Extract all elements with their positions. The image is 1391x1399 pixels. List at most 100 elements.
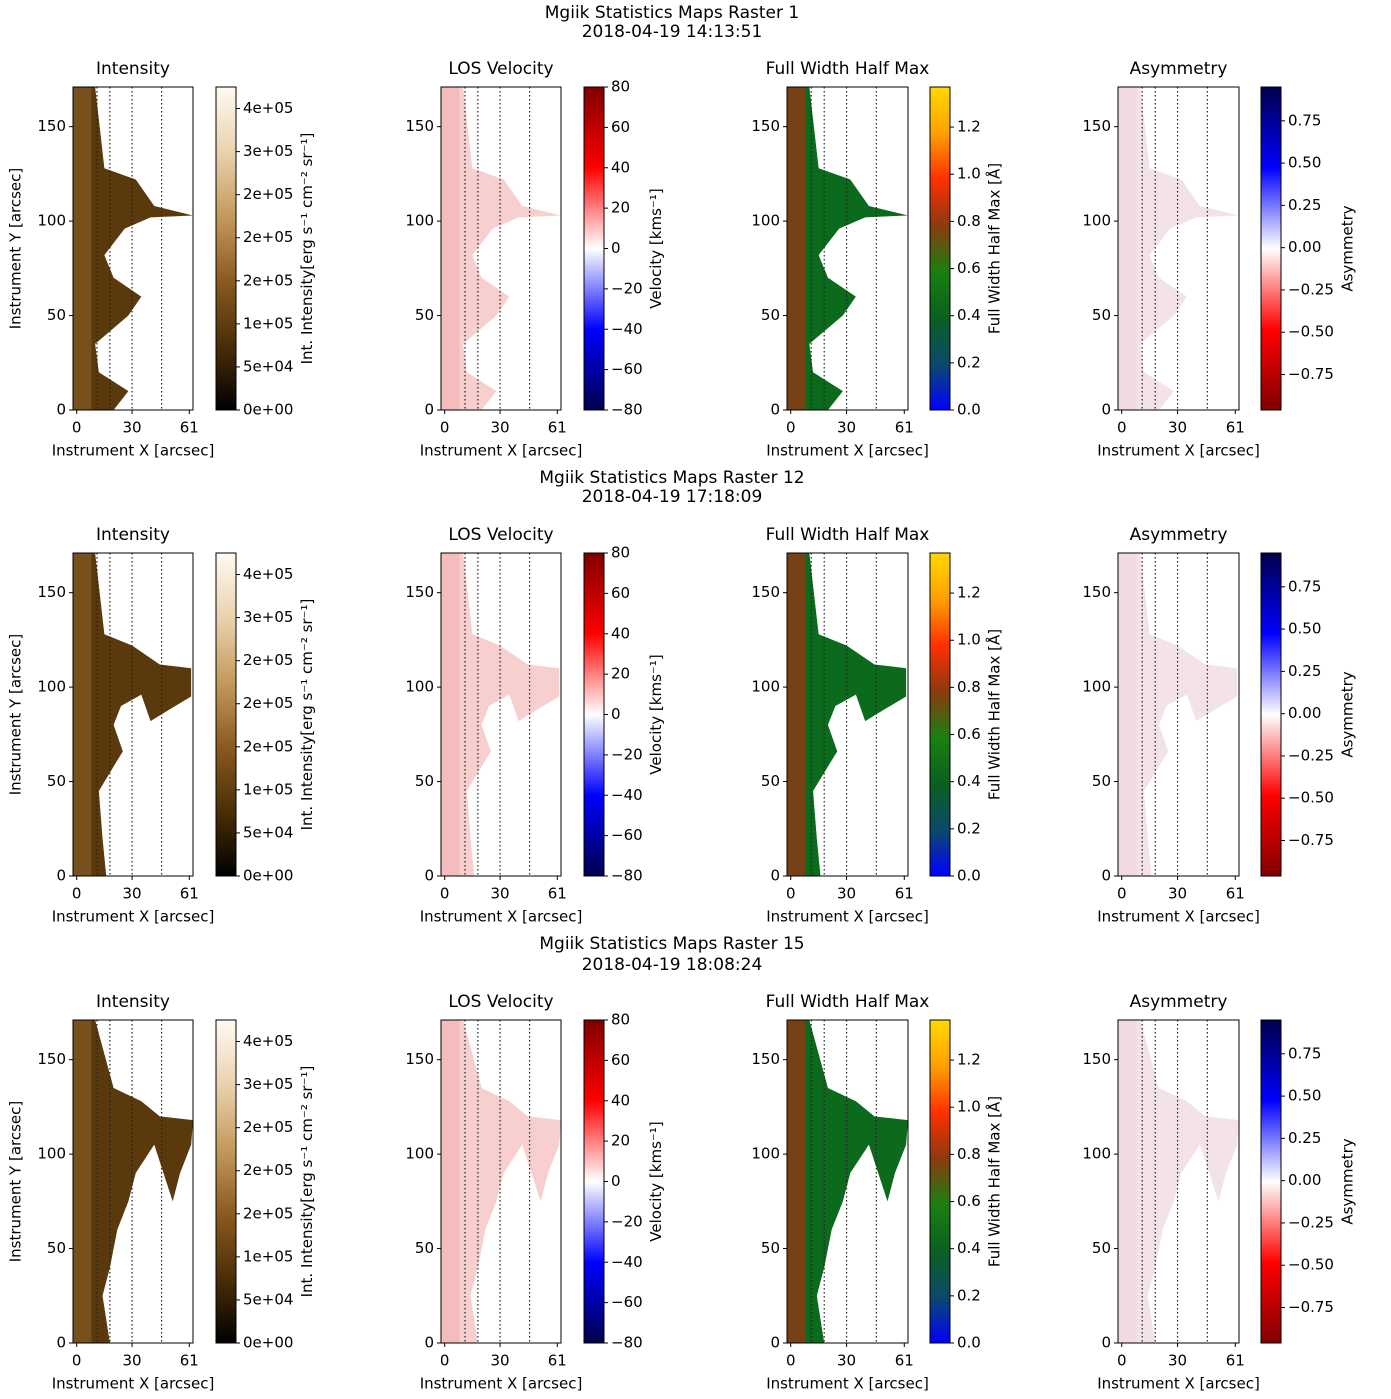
colorbar-tick-label: 1.2 (957, 1051, 981, 1069)
colorbar-label: Velocity [kms⁻¹] (647, 188, 665, 308)
colorbar-tick-label: 0.6 (957, 1192, 981, 1210)
panel: 0 30 61 0 50 100 150 LOS Velocity Instrument X [… (405, 525, 665, 926)
map-strip (73, 87, 92, 410)
colorbar-label: Asymmetry (1338, 671, 1356, 757)
colorbar-tick-label: 2e+05 (243, 1161, 293, 1179)
x-tick-label: 61 (1226, 1352, 1245, 1370)
colorbar-tick-label: −40 (611, 1253, 643, 1271)
map-area (1118, 87, 1239, 410)
colorbar-tick-label: 0.0 (957, 867, 981, 885)
x-tick-label: 61 (895, 1352, 914, 1370)
y-axis-label: Instrument Y [arcsec] (7, 168, 25, 330)
axes-title: Full Width Half Max (766, 992, 930, 1012)
map-region (1118, 1020, 1239, 1343)
map-area (441, 553, 560, 876)
colorbar-tick-label: 60 (611, 584, 630, 602)
colorbar-tick-label: 0 (611, 705, 621, 723)
x-tick-label: 61 (1226, 419, 1245, 437)
panel: 0 30 61 0 50 100 150 LOS Velocity Instrument X [… (405, 992, 665, 1393)
y-tick-label: 100 (405, 212, 434, 230)
y-tick-label: 150 (37, 1050, 66, 1068)
colorbar-tick-label: −0.75 (1288, 1298, 1334, 1316)
map-area (441, 1020, 561, 1343)
colorbar-tick-label: −80 (611, 867, 643, 885)
map-strip (1118, 87, 1137, 410)
colorbar-tick-label: −80 (611, 401, 643, 419)
map-region (1118, 553, 1238, 876)
colorbar-tick-label: 20 (611, 1132, 630, 1150)
x-tick-label: 30 (837, 885, 856, 903)
colorbar-tick-label: 1e+05 (243, 780, 293, 798)
axes-title: LOS Velocity (448, 992, 553, 1012)
x-tick-label: 0 (440, 1352, 450, 1370)
y-tick-label: 0 (56, 401, 66, 419)
colorbar-tick-label: 20 (611, 199, 630, 217)
y-tick-label: 150 (37, 583, 66, 601)
colorbar-tick-label: −0.25 (1288, 1213, 1334, 1231)
panel: 0 30 61 0 50 100 150 Full Width Half Max Instrum… (751, 525, 1003, 926)
y-tick-label: 100 (1082, 212, 1111, 230)
y-tick-label: 150 (751, 117, 780, 135)
x-axis-label: Instrument X [arcsec] (420, 1375, 583, 1393)
y-tick-label: 50 (1092, 1239, 1111, 1257)
colorbar-tick-label: 2e+05 (243, 1118, 293, 1136)
x-axis-label: Instrument X [arcsec] (1097, 442, 1260, 460)
x-tick-label: 0 (72, 1352, 82, 1370)
colorbar-tick-label: 2e+05 (243, 271, 293, 289)
colorbar (1260, 86, 1282, 411)
axes-title: Asymmetry (1130, 525, 1228, 545)
x-tick-label: 30 (491, 419, 510, 437)
y-tick-label: 100 (405, 678, 434, 696)
x-tick-label: 30 (837, 419, 856, 437)
colorbar-tick-label: 1e+05 (243, 1247, 293, 1265)
map-strip (1118, 1020, 1137, 1343)
y-axis-label: Instrument Y [arcsec] (7, 1101, 25, 1263)
colorbar-tick-label: 0.2 (957, 353, 981, 371)
colorbar-tick-label: 0.0 (957, 1334, 981, 1352)
colorbar-tick-label: 0.00 (1288, 1171, 1321, 1189)
colorbar-tick-label: 0.4 (957, 772, 981, 790)
colorbar-tick-label: 0.6 (957, 259, 981, 277)
y-tick-label: 0 (424, 1334, 434, 1352)
colorbar-tick-label: 80 (611, 1011, 630, 1029)
colorbar-tick-label: 0.6 (957, 725, 981, 743)
map-strip (73, 553, 92, 876)
y-tick-label: 50 (761, 306, 780, 324)
y-tick-label: 50 (761, 772, 780, 790)
x-tick-label: 30 (491, 885, 510, 903)
colorbar-tick-label: 0.25 (1288, 196, 1321, 214)
map-area (1118, 553, 1238, 876)
colorbar-label: Full Width Half Max [Å] (984, 629, 1003, 800)
colorbar-label: Velocity [kms⁻¹] (647, 1121, 665, 1241)
colorbar-tick-label: −0.25 (1288, 280, 1334, 298)
map-strip (73, 1020, 92, 1343)
colorbar (929, 1019, 951, 1344)
axes-title: Full Width Half Max (766, 525, 930, 545)
x-tick-label: 0 (440, 885, 450, 903)
colorbar-tick-label: 80 (611, 78, 630, 96)
colorbar-tick-label: −0.75 (1288, 831, 1334, 849)
y-tick-label: 150 (1082, 583, 1111, 601)
colorbar-tick-label: −20 (611, 1212, 643, 1230)
x-tick-label: 30 (491, 1352, 510, 1370)
axes-frame (1117, 86, 1240, 411)
y-tick-label: 100 (751, 678, 780, 696)
axes-title: Intensity (96, 59, 170, 79)
panel: 0 30 61 0 50 100 150 Asymmetry Instrument X [arc… (1082, 992, 1356, 1393)
colorbar-tick-label: 2e+05 (243, 651, 293, 669)
colorbar-tick-label: 0.50 (1288, 620, 1321, 638)
colorbar-tick-label: 2e+05 (243, 228, 293, 246)
y-tick-label: 0 (770, 1334, 780, 1352)
x-tick-label: 61 (1226, 885, 1245, 903)
x-axis-label: Instrument X [arcsec] (52, 442, 215, 460)
colorbar-label: Full Width Half Max [Å] (984, 163, 1003, 334)
map-region (73, 553, 192, 876)
map-area (787, 553, 907, 876)
colorbar-tick-label: 0.2 (957, 1286, 981, 1304)
map-region (787, 1020, 908, 1343)
colorbar-tick-label: 2e+05 (243, 185, 293, 203)
x-tick-label: 30 (1168, 885, 1187, 903)
colorbar-tick-label: 0e+00 (243, 401, 293, 419)
colorbar-tick-label: 0.75 (1288, 577, 1321, 595)
axes-title: Full Width Half Max (766, 59, 930, 79)
